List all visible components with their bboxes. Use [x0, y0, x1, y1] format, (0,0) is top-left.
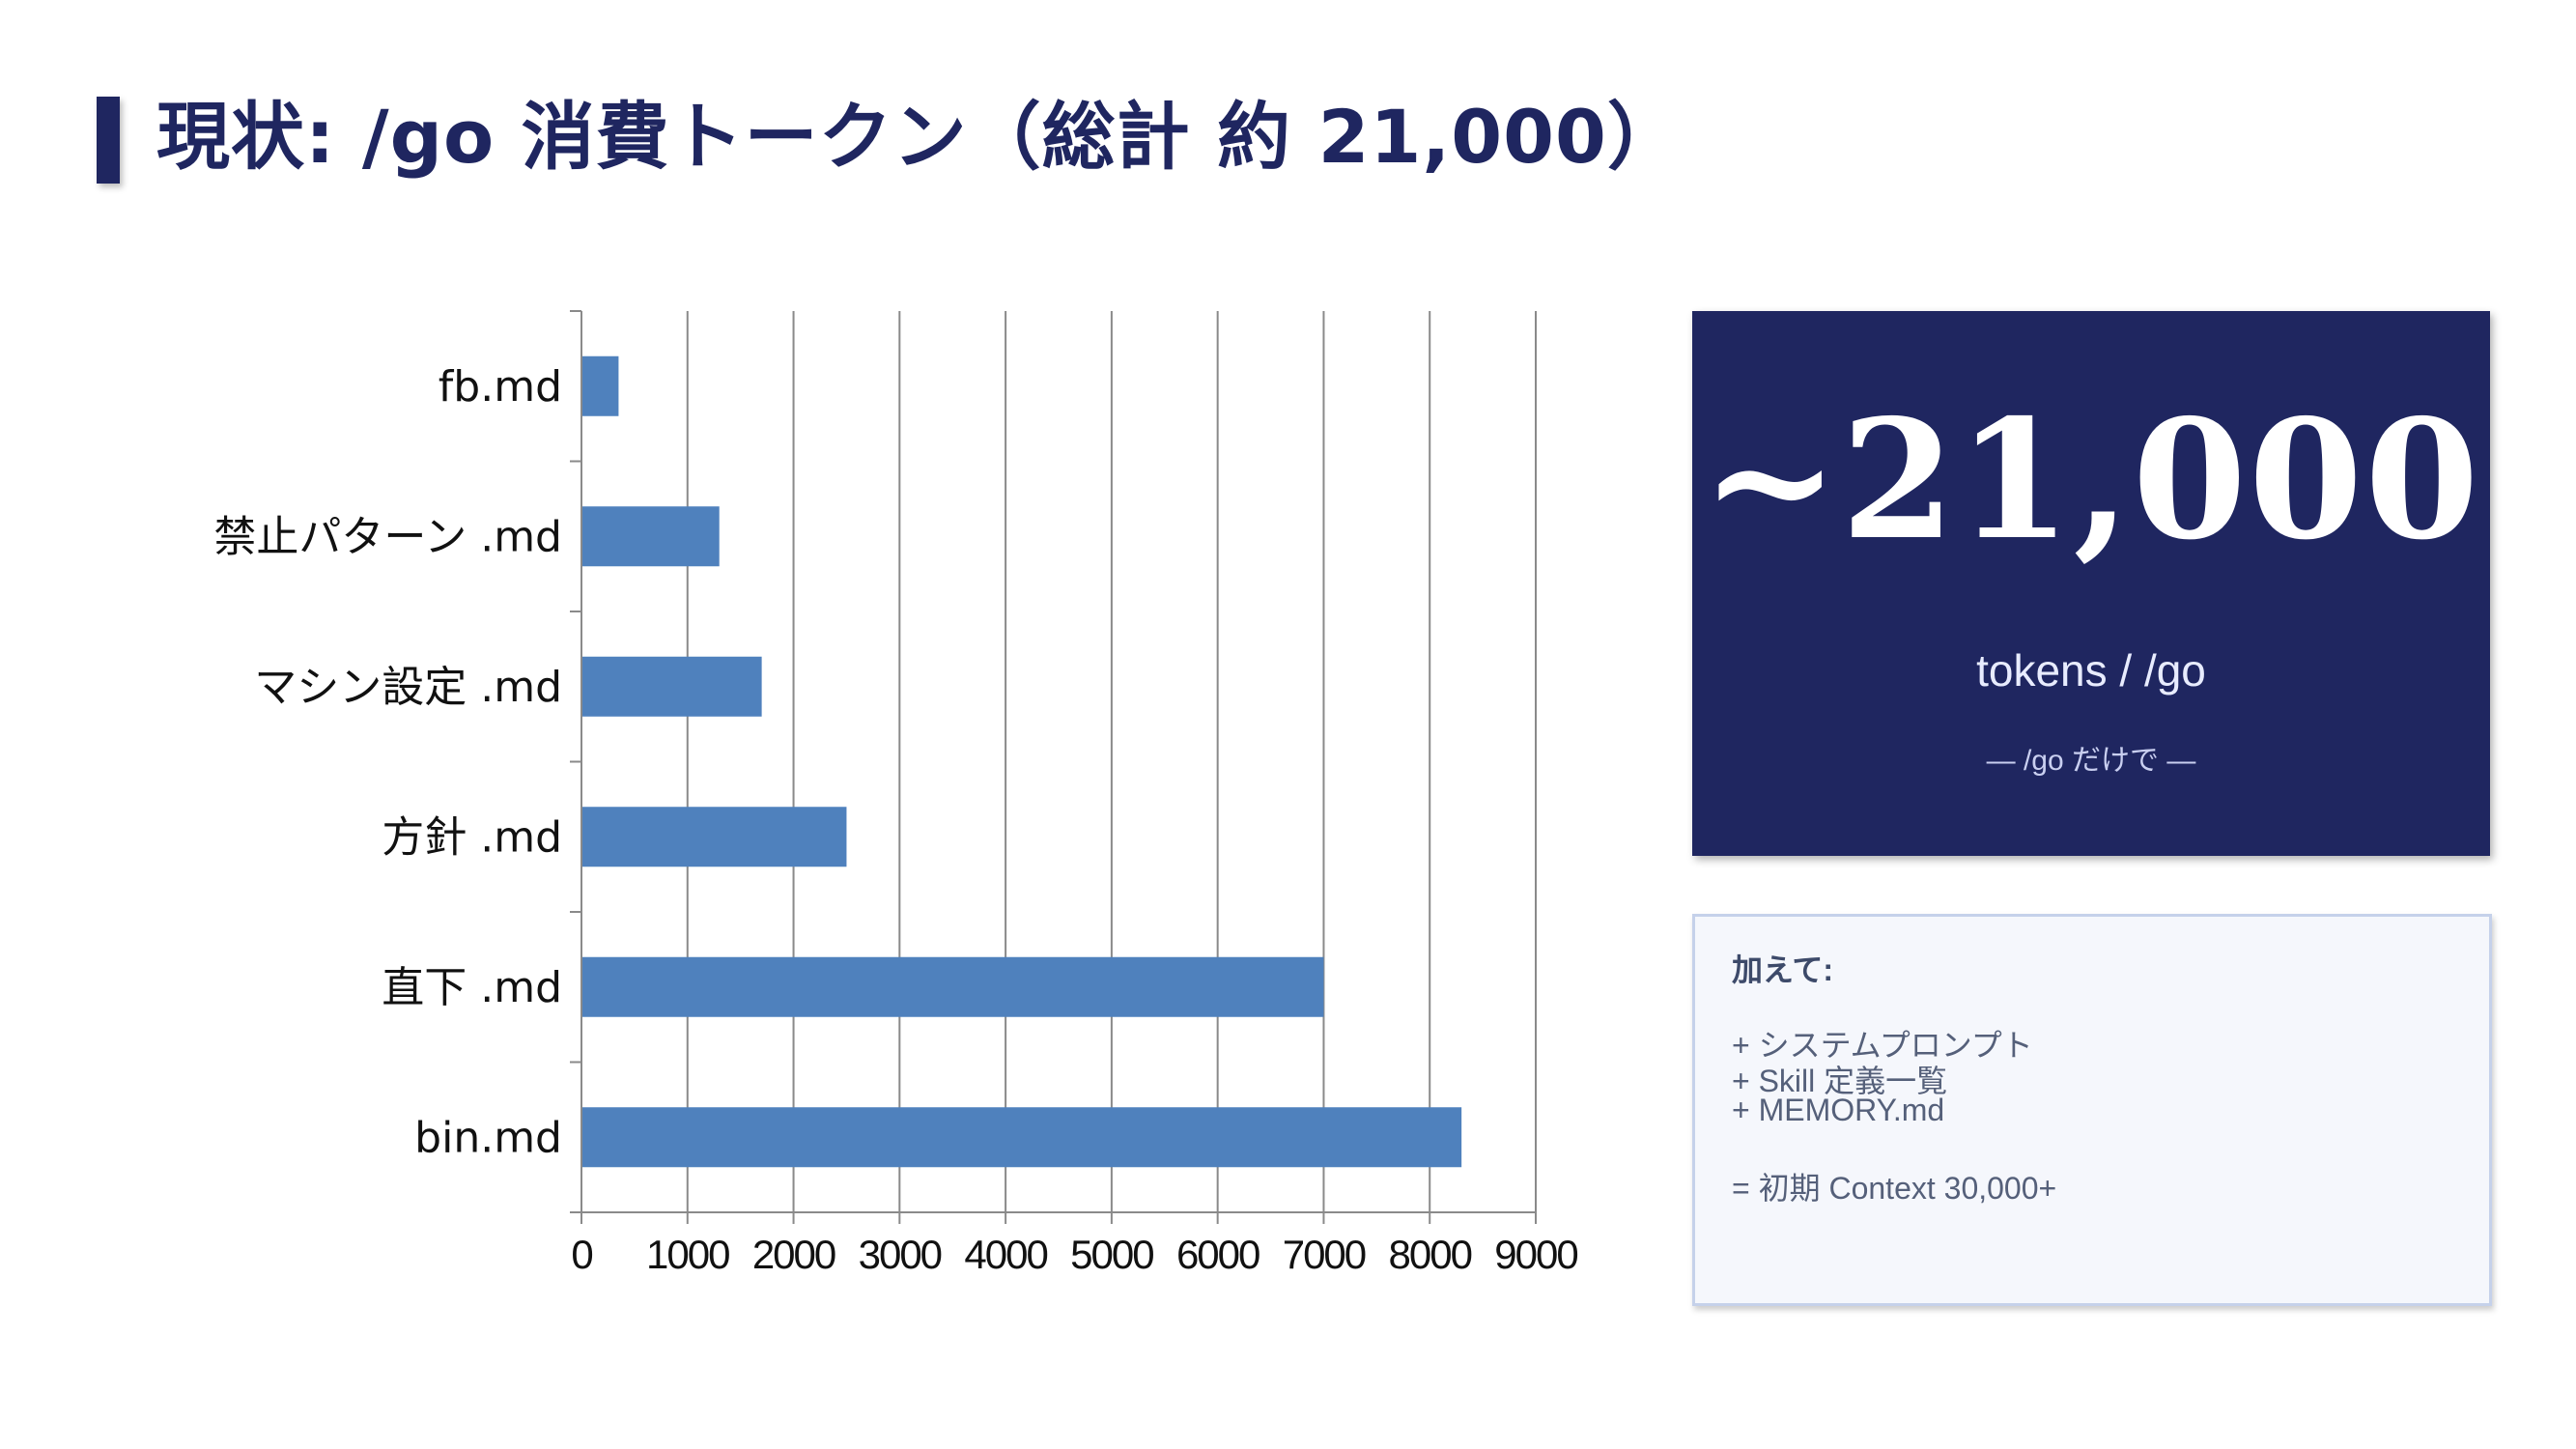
title-accent-bar — [97, 97, 120, 184]
x-tick-label: 1000 — [646, 1232, 729, 1277]
x-tick-label: 0 — [571, 1232, 592, 1277]
category-label: fb.md — [439, 362, 562, 412]
extras-item: + Skill 定義一覧 — [1732, 1064, 1948, 1098]
extras-card: 加えて: + システムプロンプト + Skill 定義一覧 + MEMORY.m… — [1692, 914, 2492, 1306]
x-tick-label: 4000 — [964, 1232, 1047, 1277]
extras-heading: 加えて: — [1732, 952, 1834, 987]
total-tokens-unit: tokens / /go — [1976, 645, 2206, 696]
x-tick-label: 8000 — [1389, 1232, 1472, 1277]
x-tick-label: 2000 — [752, 1232, 835, 1277]
bar — [581, 807, 847, 867]
bar — [581, 506, 720, 567]
category-label: マシン設定 .md — [254, 663, 562, 712]
bar — [581, 656, 762, 717]
x-tick-label: 9000 — [1494, 1232, 1577, 1277]
category-label: 方針 .md — [382, 812, 562, 862]
bar — [581, 956, 1324, 1017]
x-tick-label: 6000 — [1176, 1232, 1260, 1277]
x-tick-label: 5000 — [1070, 1232, 1153, 1277]
bar — [581, 1107, 1462, 1168]
token-bar-chart: fb.md 禁止パターン .md マシン設定 .md 方針 .md 直下 .md bin.… — [213, 310, 1579, 1277]
total-tokens-card: ~21,000 tokens / /go — /go だけで — — [1692, 311, 2490, 856]
bar — [581, 355, 619, 416]
x-tick-label: 3000 — [859, 1232, 942, 1277]
category-label: 禁止パターン .md — [213, 512, 562, 561]
page-title: 現状: /go 消費トークン（総計 約 21,000） — [156, 94, 1682, 180]
total-tokens-note: — /go だけで — — [1986, 745, 2196, 777]
total-tokens-number: ~21,000 — [1701, 384, 2481, 577]
x-tick-label: 7000 — [1283, 1232, 1366, 1277]
category-label: 直下 .md — [382, 963, 562, 1012]
extras-total: = 初期 Context 30,000+ — [1732, 1171, 2057, 1206]
extras-item: + システムプロンプト — [1732, 1028, 2033, 1063]
category-label: bin.md — [414, 1113, 562, 1162]
extras-item: + MEMORY.md — [1732, 1093, 1945, 1127]
